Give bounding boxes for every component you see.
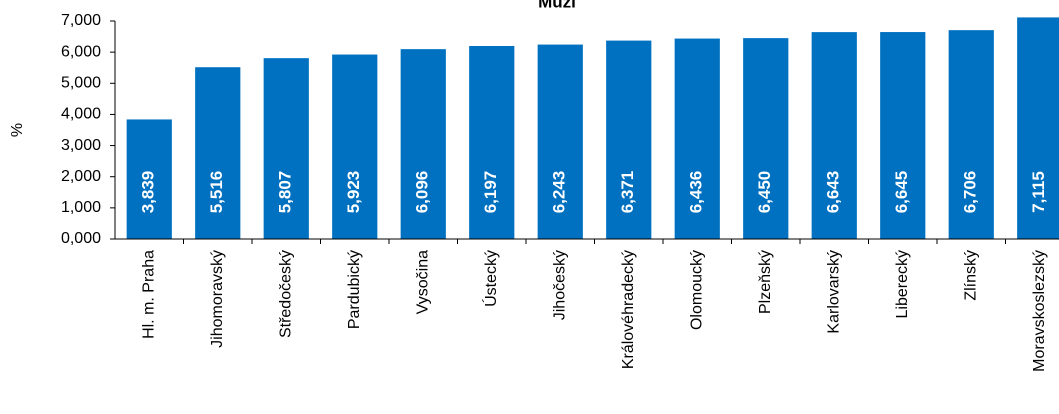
value-label: 6,643 bbox=[824, 171, 843, 214]
x-tick-label: Olomoucký bbox=[688, 250, 705, 330]
x-tick-label: Karlovarský bbox=[825, 250, 842, 334]
y-tick-label: 0,000 bbox=[61, 230, 101, 247]
bar bbox=[743, 38, 789, 239]
bar bbox=[948, 30, 994, 239]
value-label: 6,197 bbox=[481, 171, 500, 214]
x-tick-label: Hl. m. Praha bbox=[140, 250, 157, 339]
value-label: 6,243 bbox=[550, 171, 569, 214]
value-label: 6,450 bbox=[755, 171, 774, 214]
value-label: 3,839 bbox=[139, 171, 158, 214]
bar bbox=[469, 46, 515, 239]
bar bbox=[537, 44, 583, 240]
x-tick-label: Vysočina bbox=[414, 250, 431, 314]
value-label: 6,706 bbox=[961, 171, 980, 214]
bar bbox=[1017, 17, 1059, 239]
bar bbox=[126, 119, 172, 239]
bar bbox=[263, 58, 309, 239]
y-tick-label: 6,000 bbox=[61, 43, 101, 60]
value-label: 5,516 bbox=[207, 171, 226, 214]
bar bbox=[400, 49, 446, 240]
bar bbox=[811, 32, 857, 240]
x-tick-label: Zlínský bbox=[962, 250, 979, 301]
value-label: 5,807 bbox=[276, 171, 295, 214]
value-label: 6,645 bbox=[892, 171, 911, 214]
y-tick-label: 5,000 bbox=[61, 75, 101, 92]
x-tick-label: Královéhradecký bbox=[620, 250, 637, 369]
y-tick-label: 3,000 bbox=[61, 137, 101, 154]
y-tick-label: 4,000 bbox=[61, 106, 101, 123]
bar bbox=[195, 67, 241, 239]
x-tick-label: Středočeský bbox=[277, 250, 294, 338]
bar bbox=[606, 40, 652, 240]
x-tick-label: Jihomoravský bbox=[209, 250, 226, 348]
x-tick-label: Jihočeský bbox=[551, 250, 568, 320]
value-label: 6,436 bbox=[687, 171, 706, 214]
x-tick-label: Plzeňský bbox=[757, 250, 774, 314]
chart-title: Muži bbox=[538, 0, 576, 11]
y-tick-label: 2,000 bbox=[61, 168, 101, 185]
x-tick-label: Ústecký bbox=[481, 250, 500, 307]
y-tick-label: 1,000 bbox=[61, 199, 101, 216]
value-label: 5,923 bbox=[344, 171, 363, 214]
bar bbox=[332, 54, 378, 239]
bar bbox=[880, 32, 926, 240]
value-label: 6,096 bbox=[413, 171, 432, 214]
x-tick-label: Pardubický bbox=[346, 250, 363, 329]
x-tick-label: Moravskoslezský bbox=[1031, 250, 1048, 372]
value-label: 6,371 bbox=[618, 171, 637, 214]
value-label: 7,115 bbox=[1029, 171, 1048, 213]
y-tick-label: 7,000 bbox=[61, 12, 101, 29]
bar bbox=[674, 38, 720, 239]
y-axis-label: % bbox=[9, 123, 26, 137]
x-tick-label: Liberecký bbox=[894, 250, 911, 318]
